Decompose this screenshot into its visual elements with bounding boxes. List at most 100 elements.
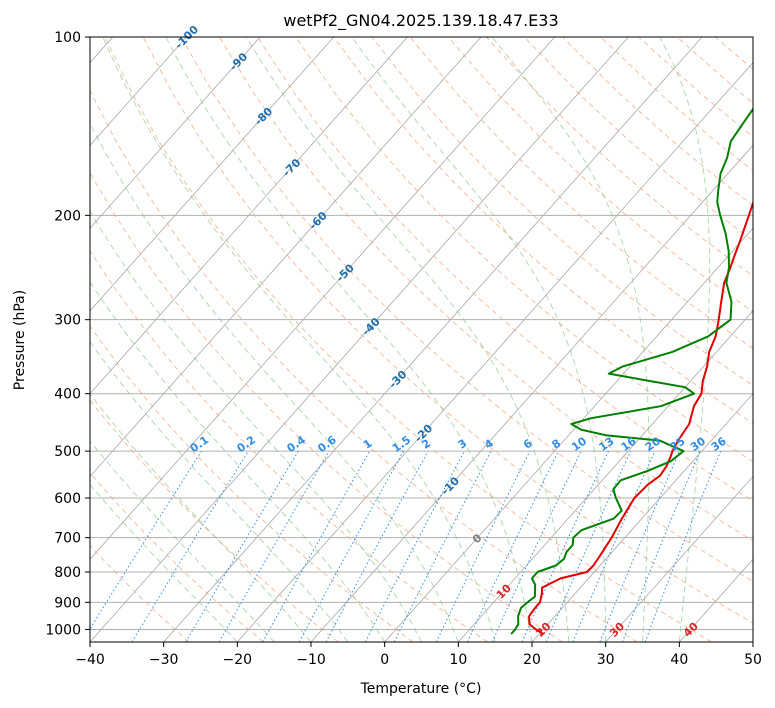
x-tick-label: 20 — [523, 652, 541, 668]
isotherm-line — [90, 37, 187, 146]
x-tick-label: −40 — [75, 652, 105, 668]
y-tick-label: 800 — [54, 565, 81, 581]
mixing-ratio-line — [393, 450, 492, 642]
dry-adiabat-line — [371, 37, 753, 387]
mixing-ratio-label: 0.4 — [285, 433, 309, 455]
dry-adiabat-line — [142, 37, 753, 624]
chart-title: wetPf2_GN04.2025.139.18.47.E33 — [283, 11, 558, 31]
moist-adiabat-line — [90, 393, 312, 642]
x-tick-label: 40 — [670, 652, 688, 668]
y-tick-label: 400 — [54, 387, 81, 403]
y-tick-label: 900 — [54, 595, 81, 611]
mixing-ratio-label: 3 — [456, 437, 470, 452]
dry-adiabat-line — [638, 37, 753, 138]
moist-adiabat-line — [90, 122, 459, 642]
x-tick-label: −30 — [149, 652, 179, 668]
moist-adiabat-line — [90, 483, 238, 642]
dry-adiabat-line — [218, 37, 753, 542]
dry-adiabat-line — [180, 37, 753, 582]
isotherm-line — [90, 37, 335, 312]
y-axis-title: Pressure (hPa) — [12, 290, 28, 390]
moist-adiabat-line — [90, 210, 422, 642]
dry-adiabat-line — [90, 544, 190, 642]
x-tick-label: 0 — [380, 652, 389, 668]
x-axis-title: Temperature (°C) — [360, 681, 482, 697]
mixing-ratio-line — [599, 450, 680, 642]
mixing-ratio-line — [131, 450, 249, 642]
moist-adiabat-line — [165, 37, 533, 642]
dry-adiabat-line — [90, 171, 563, 642]
dry-adiabat-line — [333, 37, 753, 424]
x-tick-label: 30 — [597, 652, 615, 668]
isotherm-line — [90, 37, 629, 642]
dry-adiabat-line — [485, 37, 753, 277]
moist-adiabat-line — [102, 37, 496, 642]
mixing-ratio-line — [521, 450, 609, 642]
isotherm-line — [90, 37, 408, 395]
dry-adiabat-line — [524, 37, 753, 242]
dry-adiabat-line — [90, 472, 264, 642]
dry-adiabat-line — [676, 37, 753, 104]
moist-adiabat-line — [351, 37, 607, 642]
x-tick-label: −10 — [296, 652, 326, 668]
x-tick-label: −20 — [223, 652, 253, 668]
y-tick-label: 700 — [54, 531, 81, 547]
x-tick-label: 10 — [449, 652, 467, 668]
y-tick-label: 100 — [54, 30, 81, 46]
mixing-ratio-line — [621, 450, 701, 642]
isotherm-line — [605, 475, 753, 642]
mixing-ratio-line — [644, 450, 722, 642]
mixing-ratio-line — [435, 450, 531, 642]
isotherm-line — [90, 37, 482, 478]
mixing-ratio-line — [298, 450, 404, 642]
moist-adiabat-line — [245, 37, 570, 642]
moist-adiabat-line — [659, 37, 711, 642]
dry-adiabat-line — [90, 399, 339, 642]
x-tick-label: 50 — [744, 652, 762, 668]
mixing-ratio-line — [185, 450, 299, 642]
isotherm-line — [163, 37, 703, 642]
mixing-ratio-line — [491, 450, 582, 642]
mixing-ratio-label: 6 — [521, 437, 535, 452]
mixing-ratio-line — [90, 450, 202, 630]
dry-adiabat-line — [257, 37, 753, 502]
dry-adiabat-line — [752, 37, 753, 38]
mixing-ratio-line — [325, 450, 429, 642]
dry-adiabat-line — [714, 37, 753, 70]
mixing-ratio-label: 0.1 — [188, 433, 211, 455]
moist-adiabat-line — [90, 281, 386, 642]
dewpoint-profile-line — [510, 107, 753, 635]
isotherm-line — [90, 37, 556, 560]
y-tick-label: 500 — [54, 444, 81, 460]
mixing-ratio-line — [262, 450, 371, 642]
mixing-ratio-line — [467, 450, 559, 642]
isotherm-line — [384, 227, 753, 642]
mixing-ratio-line — [545, 450, 632, 642]
y-tick-label: 200 — [54, 208, 81, 224]
dry-adiabat-line — [409, 37, 753, 350]
mixing-ratio-label: 8 — [550, 437, 564, 452]
y-tick-label: 600 — [54, 491, 81, 507]
mixing-ratio-label: 0.6 — [315, 433, 339, 455]
moist-adiabat-line — [491, 37, 650, 642]
y-tick-label: 1000 — [45, 622, 81, 638]
mixing-ratio-line — [572, 450, 656, 642]
dry-adiabat-line — [562, 37, 753, 207]
isotherm-line — [90, 37, 261, 229]
dry-adiabat-line — [104, 37, 712, 642]
dry-adiabat-line — [90, 249, 488, 642]
y-tick-label: 300 — [54, 313, 81, 329]
isotherm-line — [310, 144, 753, 642]
moist-adiabat-line — [90, 341, 349, 642]
mixing-ratio-line — [218, 450, 330, 642]
dry-adiabat-line — [90, 88, 638, 642]
mixing-ratio-label: 1.5 — [390, 433, 413, 455]
isotherm-line — [237, 61, 753, 642]
temperature-profile-line — [528, 200, 753, 635]
moist-adiabat-line — [90, 440, 275, 642]
dry-adiabat-line — [600, 37, 753, 172]
plot-frame — [89, 36, 754, 643]
isotherm-line — [531, 393, 753, 642]
dry-adiabat-line — [447, 37, 753, 313]
